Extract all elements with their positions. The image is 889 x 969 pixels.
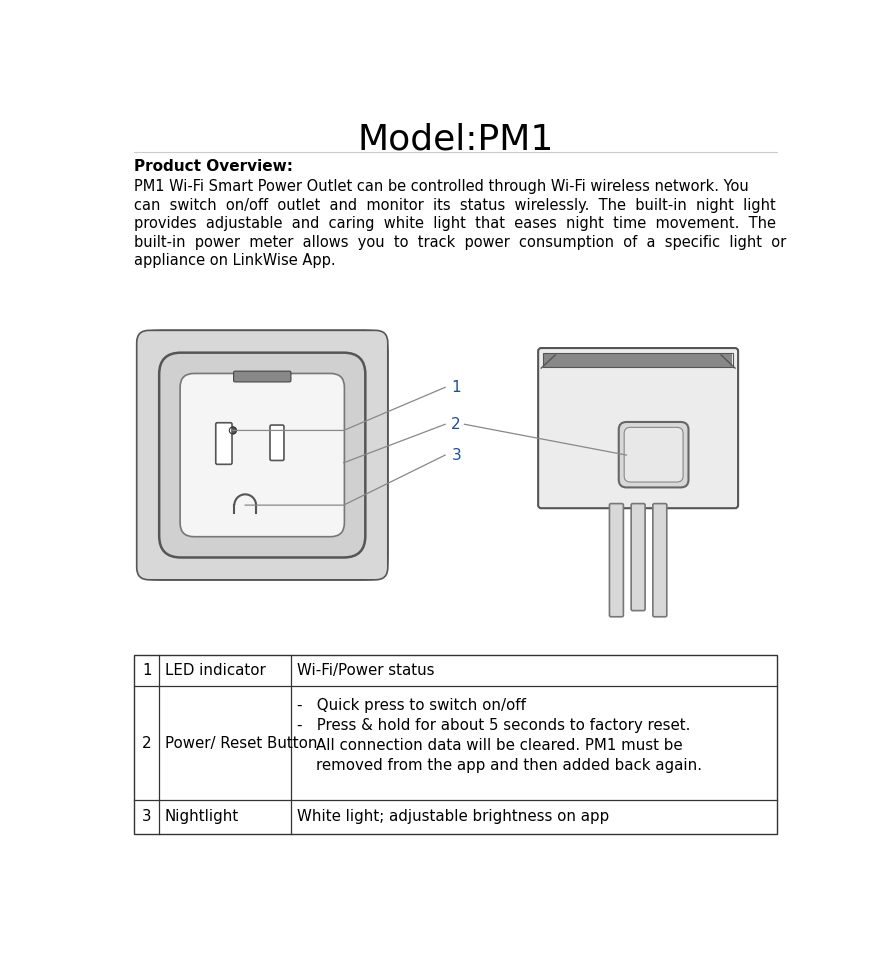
Text: Power/ Reset Button: Power/ Reset Button: [164, 735, 317, 751]
Text: 3: 3: [142, 809, 151, 825]
FancyBboxPatch shape: [624, 427, 683, 482]
Bar: [544, 353, 732, 366]
Text: -   Press & hold for about 5 seconds to factory reset.: - Press & hold for about 5 seconds to fa…: [297, 718, 691, 734]
Text: 2: 2: [142, 735, 152, 751]
Text: -   Quick press to switch on/off: - Quick press to switch on/off: [297, 699, 526, 713]
Text: LED indicator: LED indicator: [164, 663, 265, 678]
Text: Wi-Fi/Power status: Wi-Fi/Power status: [297, 663, 435, 678]
Text: appliance on LinkWise App.: appliance on LinkWise App.: [134, 253, 336, 268]
FancyBboxPatch shape: [631, 504, 645, 610]
Text: removed from the app and then added back again.: removed from the app and then added back…: [297, 759, 702, 773]
Text: Model:PM1: Model:PM1: [357, 122, 554, 156]
Text: built-in  power  meter  allows  you  to  track  power  consumption  of  a  speci: built-in power meter allows you to track…: [134, 234, 787, 250]
FancyBboxPatch shape: [619, 422, 688, 487]
FancyBboxPatch shape: [610, 504, 623, 617]
Bar: [134, 655, 777, 834]
FancyBboxPatch shape: [137, 330, 388, 579]
FancyBboxPatch shape: [137, 330, 388, 579]
Bar: [543, 353, 733, 366]
Text: White light; adjustable brightness on app: White light; adjustable brightness on ap…: [297, 809, 609, 825]
FancyBboxPatch shape: [270, 425, 284, 460]
FancyBboxPatch shape: [216, 422, 232, 464]
FancyBboxPatch shape: [159, 353, 365, 557]
Text: Nightlight: Nightlight: [164, 809, 239, 825]
FancyBboxPatch shape: [137, 330, 388, 579]
Text: 3: 3: [452, 448, 461, 462]
FancyBboxPatch shape: [538, 348, 738, 508]
Text: can  switch  on/off  outlet  and  monitor  its  status  wirelessly.  The  built-: can switch on/off outlet and monitor its…: [134, 198, 776, 213]
Text: All connection data will be cleared. PM1 must be: All connection data will be cleared. PM1…: [297, 738, 683, 754]
FancyBboxPatch shape: [653, 504, 667, 617]
Text: PM1 Wi-Fi Smart Power Outlet can be controlled through Wi-Fi wireless network. Y: PM1 Wi-Fi Smart Power Outlet can be cont…: [134, 179, 749, 195]
Text: 1: 1: [142, 663, 151, 678]
FancyBboxPatch shape: [234, 371, 291, 382]
Circle shape: [229, 427, 236, 434]
Text: Product Overview:: Product Overview:: [134, 159, 293, 174]
Text: 1: 1: [452, 380, 461, 394]
Text: 2: 2: [452, 417, 461, 432]
FancyBboxPatch shape: [180, 373, 344, 537]
Text: provides  adjustable  and  caring  white  light  that  eases  night  time  movem: provides adjustable and caring white lig…: [134, 216, 776, 232]
